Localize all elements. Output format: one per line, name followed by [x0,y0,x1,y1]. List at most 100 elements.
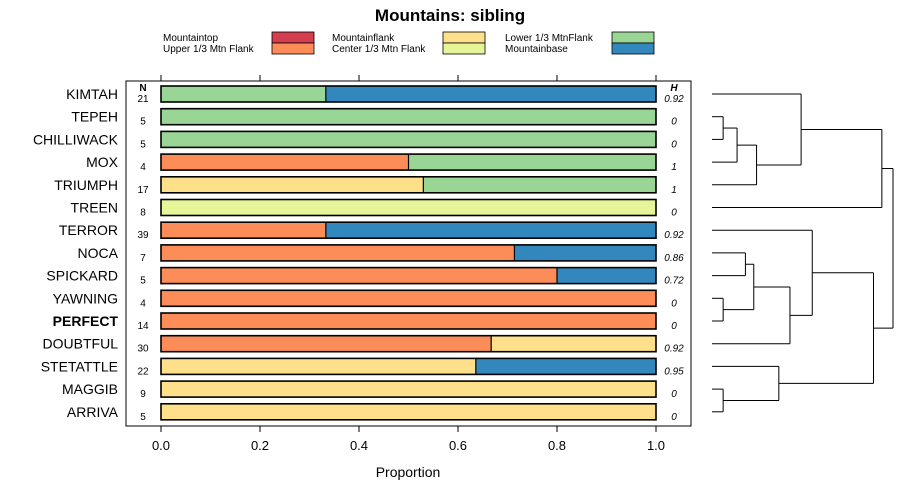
legend-swatch [611,42,655,55]
bar-segment [161,244,515,261]
n-count: 4 [140,162,146,173]
legend-swatch [611,31,655,44]
bar-outline [160,153,657,171]
h-value: 0 [671,117,677,128]
n-count: 8 [140,208,146,219]
legend-label: Upper 1/3 Mtn Flank [163,44,255,55]
bar-outline [160,266,657,285]
category-label: PERFECT [53,313,119,329]
h-value: 0 [671,389,677,400]
bar-segment [423,176,656,193]
legend-swatch [271,42,315,55]
h-value: 0.92 [664,94,684,105]
bar-outline [160,85,657,103]
n-count: 5 [140,139,146,150]
bar-segment [161,335,492,352]
legend-label: Lower 1/3 MtnFlank [505,33,594,44]
h-value: 0 [671,139,677,150]
bar-segment [161,222,326,239]
n-count: 17 [137,185,149,196]
x-tick-label: 0.4 [350,438,368,453]
h-value: 0 [671,298,677,309]
legend-swatch [442,31,486,44]
h-value: 0.95 [664,366,684,377]
n-count: 30 [137,344,149,355]
h-value: 0.92 [664,344,684,355]
category-label: STETATTLE [41,358,118,374]
bar-outline [160,107,657,126]
n-count: 7 [140,253,146,264]
category-label: NOCA [78,245,119,261]
n-count: 22 [137,366,149,377]
bar-segment [161,267,557,284]
bar-segment [161,108,656,125]
x-axis-label: Proportion [376,464,441,480]
n-count: 4 [140,298,146,309]
x-tick-label: 0.2 [251,438,269,453]
bar-rows: KIMTAH 21 0.92 TEPEH 5 0 CHILLIWACK 5 0 MOX 4 1 TRIU… [33,85,684,423]
bar-outline [160,312,657,330]
category-label: TEPEH [71,109,118,125]
h-value: 0.92 [664,230,684,241]
bar-segment [161,86,326,102]
category-label: MOX [86,154,119,170]
bar-segment [408,154,656,171]
bar-segment [514,244,656,261]
bar-segment [161,154,409,171]
bar-outline [160,130,657,149]
bar-outline [160,289,657,308]
n-count: 21 [137,94,149,105]
bar-outline [160,176,657,194]
chart-title: Mountains: sibling [375,6,525,25]
category-label: TERROR [59,222,118,238]
bar-outline [160,357,657,376]
x-tick-label: 0.6 [449,438,467,453]
x-tick-label: 0.0 [152,438,170,453]
bar-segment [161,381,656,398]
h-value: 0.72 [664,276,684,287]
bar-segment [161,131,656,148]
n-column-header: N [139,83,146,94]
h-value: 0 [671,321,677,332]
bar-segment [161,199,656,216]
bar-segment [161,358,476,375]
bar-segment [491,335,656,352]
legend-label: Mountainflank [332,33,395,44]
n-count: 5 [140,276,146,287]
bar-outline [160,402,657,421]
category-label: SPICKARD [46,268,118,284]
h-value: 1 [671,162,677,173]
h-value: 1 [671,185,677,196]
bar-segment [161,290,656,307]
dendrogram [712,93,894,413]
n-count: 14 [137,321,149,332]
category-label: KIMTAH [66,86,118,102]
h-value: 0.86 [664,253,684,264]
bar-outline [160,221,657,239]
category-label: MAGGIB [62,381,118,397]
legend-label: Center 1/3 Mtn Flank [332,44,426,55]
bar-outline [160,334,657,353]
bar-segment [557,267,656,284]
x-tick-label: 1.0 [647,438,665,453]
category-label: DOUBTFUL [43,336,119,352]
legend-swatch [442,42,486,55]
category-label: TRIUMPH [54,177,118,193]
bar-segment [161,403,656,420]
n-count: 5 [140,117,146,128]
category-label: YAWNING [53,290,118,306]
legend-label: Mountainbase [505,44,568,55]
n-count: 9 [140,389,146,400]
x-tick-label: 0.8 [548,438,566,453]
category-label: CHILLIWACK [33,131,119,147]
category-label: TREEN [71,200,118,216]
legend-label: Mountaintop [163,33,218,44]
bar-outline [160,244,657,262]
x-axis: 0.0 0.2 0.4 0.6 0.8 1.0 [152,75,665,453]
category-label: ARRIVA [67,404,119,420]
bar-segment [325,222,656,239]
bar-segment [161,313,656,329]
bar-outline [160,198,657,217]
